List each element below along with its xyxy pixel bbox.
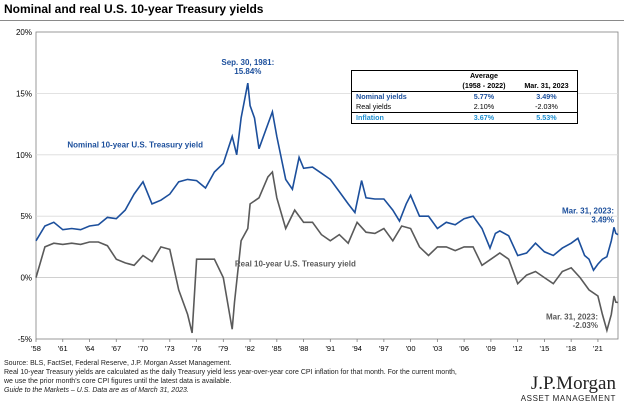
stats-row-latest: 5.53% (536, 113, 557, 122)
real-end-annotation-value: -2.03% (573, 321, 598, 330)
x-tick-label: '06 (459, 344, 469, 353)
stats-row-label: Nominal yields (356, 92, 407, 101)
x-tick-label: '03 (432, 344, 442, 353)
x-tick-label: '12 (513, 344, 523, 353)
stats-row-latest: 3.49% (536, 92, 557, 101)
stats-header-period: (1958 - 2022) (462, 81, 506, 90)
footnote-line: Source: BLS, FactSet, Federal Reserve, J… (4, 360, 232, 367)
logo-subtitle: ASSET MANAGEMENT (520, 394, 616, 403)
footnote-line: we use the prior month's core CPI figure… (4, 378, 232, 385)
real-yield-line (35, 170, 619, 334)
real-end-annotation-date: Mar. 31, 2023: (546, 312, 598, 321)
x-tick-label: '94 (352, 344, 362, 353)
x-tick-label: '00 (406, 344, 416, 353)
axis-layer: -5% 0% 5% 10% 15% 20% '58 '61 '64 '67 '70 '73 '76 '79… (16, 28, 603, 353)
stats-row-average: 3.67% (473, 113, 495, 122)
x-tick-label: '85 (272, 344, 282, 353)
y-tick-label: -5% (18, 335, 32, 344)
x-tick-label: '58 (31, 344, 41, 353)
stats-row-nominal: Nominal yields 5.77% 3.49% (352, 92, 577, 102)
x-tick-label: '21 (593, 344, 603, 353)
x-tick-label: '09 (486, 344, 496, 353)
stats-header-row-2: (1958 - 2022) Mar. 31, 2023 (352, 81, 577, 92)
footnote-line: Real 10-year Treasury yields are calcula… (4, 369, 457, 376)
x-tick-label: '70 (138, 344, 148, 353)
stats-header-row-1: Average (352, 71, 577, 81)
y-tick-label: 5% (20, 212, 32, 221)
x-tick-label: '61 (58, 344, 68, 353)
peak-annotation-date: Sep. 30, 1981: (221, 58, 274, 67)
stats-row-real: Real yields 2.10% -2.03% (352, 102, 577, 113)
stats-row-average: 2.10% (473, 102, 495, 111)
y-tick-label: 15% (16, 89, 32, 98)
stats-row-label: Real yields (356, 102, 392, 111)
nominal-yield-line (35, 82, 619, 272)
page-title: Nominal and real U.S. 10-year Treasury y… (4, 2, 264, 16)
annotation-layer: Sep. 30, 1981:15.84% Nominal 10-year U.S.… (67, 58, 614, 330)
y-tick-label: 0% (20, 274, 32, 283)
nominal-end-annotation-value: 3.49% (591, 215, 614, 224)
x-tick-label: '88 (299, 344, 309, 353)
stats-row-label: Inflation (356, 113, 384, 122)
x-tick-label: '76 (192, 344, 202, 353)
x-tick-label: '18 (566, 344, 576, 353)
yield-chart: -5% 0% 5% 10% 15% 20% '58 '61 '64 '67 '70 '73 '76 '79… (16, 28, 619, 353)
x-tick-label: '73 (165, 344, 175, 353)
x-tick-label: '67 (111, 344, 121, 353)
stats-header-date: Mar. 31, 2023 (524, 81, 569, 90)
nominal-end-annotation-date: Mar. 31, 2023: (562, 207, 614, 216)
real-series-label: Real 10-year U.S. Treasury yield (235, 260, 356, 269)
x-tick-label: '97 (379, 344, 389, 353)
plot-frame (35, 31, 619, 340)
peak-annotation-value: 15.84% (234, 67, 261, 76)
x-tick-label: '64 (85, 344, 95, 353)
x-tick-label: '82 (245, 344, 255, 353)
stats-row-inflation: Inflation 3.67% 5.53% (352, 113, 577, 123)
x-tick-label: '79 (218, 344, 228, 353)
x-tick-label: '91 (325, 344, 335, 353)
stats-row-average: 5.77% (473, 92, 495, 101)
title-divider (0, 20, 624, 21)
stats-row-latest: -2.03% (535, 102, 558, 111)
source-footnote: Source: BLS, FactSet, Federal Reserve, J… (4, 359, 544, 395)
logo-brand: J.P.Morgan (530, 373, 616, 394)
jpmorgan-logo: J.P.Morgan ASSET MANAGEMENT (520, 373, 616, 404)
x-tick-label: '15 (540, 344, 550, 353)
nominal-series-label: Nominal 10-year U.S. Treasury yield (67, 140, 203, 149)
stats-header-average: Average (469, 71, 499, 80)
stats-table: Average (1958 - 2022) Mar. 31, 2023 Nomi… (351, 70, 578, 124)
y-tick-label: 10% (16, 151, 32, 160)
y-tick-label: 20% (16, 28, 32, 37)
grid-layer (35, 31, 619, 340)
footnote-guide-line: Guide to the Markets – U.S. Data are as … (4, 387, 189, 394)
